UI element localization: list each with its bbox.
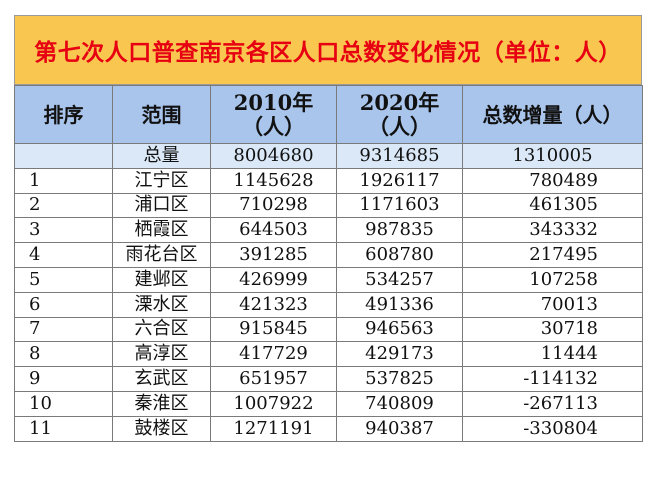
increase-cell: 217495 (462, 242, 643, 268)
header-2020: 2020年 （人） (336, 85, 463, 144)
pop-2020-cell: 537825 (336, 366, 463, 392)
area-cell: 高淳区 (112, 341, 211, 368)
pop-2010-cell: 417729 (210, 341, 337, 368)
table-row: 2 浦口区 710298 1171603 461305 (14, 192, 643, 219)
area-cell: 玄武区 (112, 366, 211, 392)
total-name-cell: 总量 (112, 143, 211, 169)
population-table: 排序 范围 2010年 （人） 2020年 （人） 总数增量（人） 总量 800… (14, 85, 643, 442)
area-cell: 溧水区 (112, 291, 211, 318)
rank-cell: 4 (14, 242, 113, 268)
total-increase-cell: 1310005 (462, 143, 643, 169)
area-cell: 秦淮区 (112, 390, 211, 417)
table-row: 4 雨花台区 391285 608780 217495 (14, 242, 643, 268)
table-row: 11 鼓楼区 1271191 940387 -330804 (14, 415, 643, 442)
pop-2020-cell: 534257 (336, 266, 463, 293)
pop-2010-cell: 426999 (210, 266, 337, 293)
total-rank-cell (14, 143, 113, 169)
increase-cell: 461305 (462, 192, 643, 219)
header-2010-unit: （人） (242, 113, 305, 139)
rank-cell: 1 (14, 167, 113, 194)
table-row: 6 溧水区 421323 491336 70013 (14, 291, 643, 318)
header-2020-year: 2020年 (359, 89, 440, 115)
pop-2010-cell: 421323 (210, 291, 337, 318)
increase-cell: 70013 (462, 291, 643, 318)
header-2010: 2010年 （人） (210, 85, 337, 144)
area-cell: 雨花台区 (112, 242, 211, 268)
table-row: 1 江宁区 1145628 1926117 780489 (14, 167, 643, 194)
increase-cell: 30718 (462, 316, 643, 343)
pop-2010-cell: 915845 (210, 316, 337, 343)
rank-cell: 11 (14, 415, 113, 442)
header-increase: 总数增量（人） (462, 85, 643, 144)
pop-2010-cell: 1145628 (210, 167, 337, 194)
table-row: 10 秦淮区 1007922 740809 -267113 (14, 390, 643, 417)
table-row: 8 高淳区 417729 429173 11444 (14, 341, 643, 368)
rank-cell: 2 (14, 192, 113, 219)
pop-2020-cell: 987835 (336, 217, 463, 244)
table-row-total: 总量 8004680 9314685 1310005 (14, 143, 643, 169)
pop-2020-cell: 740809 (336, 390, 463, 417)
area-cell: 栖霞区 (112, 217, 211, 244)
population-table-frame: 第七次人口普查南京各区人口总数变化情况（单位：人） 排序 范围 2010年 （人… (14, 15, 643, 442)
pop-2020-cell: 940387 (336, 415, 463, 442)
table-row: 5 建邺区 426999 534257 107258 (14, 266, 643, 293)
increase-cell: -114132 (462, 366, 643, 392)
pop-2020-cell: 429173 (336, 341, 463, 368)
pop-2020-cell: 1171603 (336, 192, 463, 219)
table-row: 9 玄武区 651957 537825 -114132 (14, 366, 643, 392)
increase-cell: -330804 (462, 415, 643, 442)
increase-cell: 343332 (462, 217, 643, 244)
pop-2010-cell: 1007922 (210, 390, 337, 417)
area-cell: 鼓楼区 (112, 415, 211, 442)
rank-cell: 3 (14, 217, 113, 244)
total-2010-cell: 8004680 (210, 143, 337, 169)
pop-2020-cell: 946563 (336, 316, 463, 343)
table-row: 7 六合区 915845 946563 30718 (14, 316, 643, 343)
rank-cell: 6 (14, 291, 113, 318)
header-rank: 排序 (14, 85, 113, 144)
rank-cell: 8 (14, 341, 113, 368)
area-cell: 浦口区 (112, 192, 211, 219)
pop-2010-cell: 651957 (210, 366, 337, 392)
increase-cell: -267113 (462, 390, 643, 417)
table-row: 3 栖霞区 644503 987835 343332 (14, 217, 643, 244)
increase-cell: 780489 (462, 167, 643, 194)
header-2020-unit: （人） (368, 113, 431, 139)
header-2010-year: 2010年 (233, 89, 314, 115)
pop-2010-cell: 710298 (210, 192, 337, 219)
rank-cell: 9 (14, 366, 113, 392)
area-cell: 建邺区 (112, 266, 211, 293)
area-cell: 六合区 (112, 316, 211, 343)
increase-cell: 107258 (462, 266, 643, 293)
header-area: 范围 (112, 85, 211, 144)
rank-cell: 5 (14, 266, 113, 293)
total-2020-cell: 9314685 (336, 143, 463, 169)
rank-cell: 7 (14, 316, 113, 343)
pop-2010-cell: 391285 (210, 242, 337, 268)
pop-2010-cell: 1271191 (210, 415, 337, 442)
pop-2020-cell: 491336 (336, 291, 463, 318)
pop-2020-cell: 1926117 (336, 167, 463, 194)
pop-2020-cell: 608780 (336, 242, 463, 268)
pop-2010-cell: 644503 (210, 217, 337, 244)
increase-cell: 11444 (462, 341, 643, 368)
rank-cell: 10 (14, 390, 113, 417)
area-cell: 江宁区 (112, 167, 211, 194)
header-row: 排序 范围 2010年 （人） 2020年 （人） 总数增量（人） (14, 85, 643, 144)
table-title: 第七次人口普查南京各区人口总数变化情况（单位：人） (14, 15, 642, 85)
